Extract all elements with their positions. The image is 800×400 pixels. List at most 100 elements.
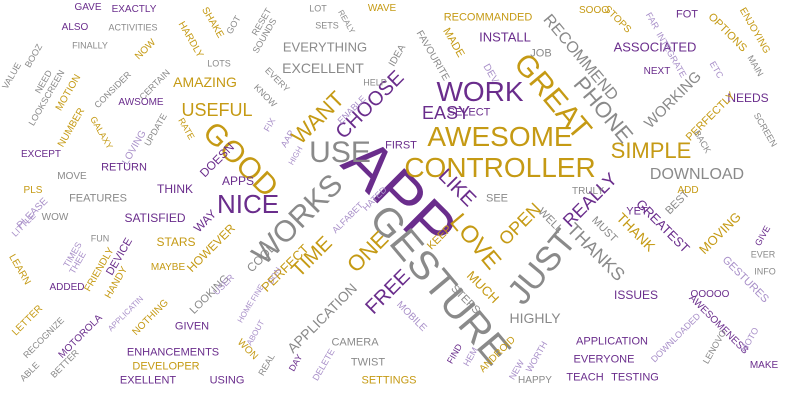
word-lots: LOTS: [207, 58, 231, 69]
word-except: EXCEPT: [20, 149, 62, 160]
word-able: ABLE: [17, 359, 42, 384]
word-use: USE: [309, 136, 371, 169]
word-day: DAY: [286, 352, 305, 373]
word-maybe: MAYBE: [150, 262, 186, 273]
word-number: NUMBER: [55, 106, 88, 150]
word-far: FAR: [643, 10, 662, 31]
word-issues: ISSUES: [613, 288, 659, 302]
word-exactly: EXACTLY: [111, 4, 157, 15]
word-enhancements: ENHANCEMENTS: [126, 346, 220, 359]
word-wow: WOW: [41, 212, 69, 223]
word-testing: TESTING: [611, 371, 659, 384]
word-help: HELP: [363, 77, 387, 88]
word-add: ADD: [677, 185, 699, 196]
word-recommanded: RECOMMANDED: [443, 11, 533, 24]
word-added: ADDED: [49, 282, 85, 293]
word-worth: WORTH: [523, 339, 550, 374]
word-ooooo: OOOOO: [690, 289, 730, 300]
word-moving: MOVING: [696, 209, 744, 257]
word-booz: BOOZ: [22, 42, 45, 70]
word-controller: CONTROLLER: [404, 152, 596, 183]
word-features: FEATURES: [69, 192, 127, 205]
word-apps: APPS: [221, 174, 255, 188]
word-working: WORKING: [641, 68, 705, 132]
word-little: LITTLE: [9, 210, 38, 239]
word-using: USING: [209, 374, 245, 387]
word-excellent: EXCELLENT: [282, 60, 364, 76]
word-install: INSTALL: [479, 29, 531, 45]
word-user: USER: [211, 272, 237, 298]
word-screen: SCREEN: [751, 111, 780, 149]
word-fun: FUN: [90, 233, 110, 244]
word-useful: USEFUL: [181, 100, 253, 120]
word-love: LOVE: [444, 208, 507, 275]
word-give: GIVE: [752, 223, 773, 248]
word-job: JOB: [530, 47, 552, 60]
word-hardly: HARDLY: [175, 19, 206, 60]
word-fine: FINE: [249, 282, 267, 303]
word-camera: CAMERA: [331, 336, 379, 349]
word-settings: SETTINGS: [361, 374, 417, 387]
word-make: MAKE: [749, 360, 779, 371]
word-realy: REALY: [336, 8, 357, 36]
word-idea: IDEA: [386, 42, 409, 69]
word-ever: EVER: [750, 249, 776, 260]
word-happy: HAPPY: [518, 375, 552, 386]
word-twist: TWIST: [350, 356, 386, 369]
word-now: NOW: [133, 37, 159, 63]
word-finally: FINALLY: [72, 40, 108, 51]
word-first: FIRST: [385, 139, 417, 152]
word-got: GOT: [224, 13, 243, 36]
word-select: SELECT: [447, 106, 491, 119]
word-lot: LOT: [309, 3, 327, 14]
word-learn: LEARN: [6, 252, 33, 287]
word-see: SEE: [485, 192, 509, 205]
word-etc: ETC: [707, 59, 726, 81]
word-high: HIGH: [286, 144, 305, 167]
word-application: APPLICATION: [576, 335, 648, 348]
word-pls: PLS: [23, 185, 43, 196]
word-yet: YET: [626, 205, 648, 218]
word-main: MAIN: [745, 53, 766, 78]
word-alfabet: ALFABET: [330, 200, 366, 236]
word-delete: DELETE: [310, 347, 337, 383]
word-gave: GAVE: [74, 2, 102, 13]
word-know: KNOW: [251, 82, 279, 110]
word-way: WAY: [190, 206, 220, 236]
word-amazing: AMAZING: [173, 74, 237, 90]
word-exellent: EXELLENT: [119, 374, 177, 387]
word-lenovo: LENOVO: [700, 328, 729, 366]
word-back: BACK: [691, 128, 713, 155]
word-update: UPDATE: [142, 111, 169, 148]
word-truly: TRULY: [571, 186, 605, 197]
word-open: OPEN: [494, 198, 546, 250]
word-shake: SHAKE: [199, 5, 226, 41]
word-associated: ASSOCIATED: [613, 39, 697, 55]
word-galaxy: GALAXY: [88, 114, 115, 151]
word-info: INFO: [754, 266, 776, 277]
word-work: WORK: [436, 76, 524, 107]
word-return: RETURN: [101, 161, 147, 174]
word-fix: FIX: [261, 116, 278, 134]
word-fot: FOT: [676, 8, 698, 21]
word-awsome: AWSOME: [118, 97, 164, 108]
word-download: DOWNLOAD: [649, 166, 745, 183]
word-nice: NICE: [216, 189, 280, 219]
word-moto: MOTO: [738, 325, 761, 354]
word-highly: HIGHLY: [509, 310, 561, 326]
word-awesome: AWESOME: [427, 121, 573, 152]
word-think: THINK: [157, 182, 193, 196]
word-downloaded: DOWNLOADED: [648, 310, 703, 365]
word-made: MADE: [440, 25, 467, 60]
word-next: NEXT: [643, 66, 671, 77]
word-move: MOVE: [57, 171, 87, 182]
word-stops: STOPS: [601, 3, 634, 36]
word-satisfied: SATISFIED: [124, 211, 186, 225]
word-also: ALSO: [61, 22, 89, 33]
word-activities: ACTIVITIES: [108, 22, 158, 33]
word-mobile: MOBILE: [394, 299, 429, 334]
word-everything: EVERYTHING: [282, 39, 368, 55]
word-rate: RATE: [176, 116, 197, 142]
word-developer: DEVELOPER: [132, 360, 200, 373]
